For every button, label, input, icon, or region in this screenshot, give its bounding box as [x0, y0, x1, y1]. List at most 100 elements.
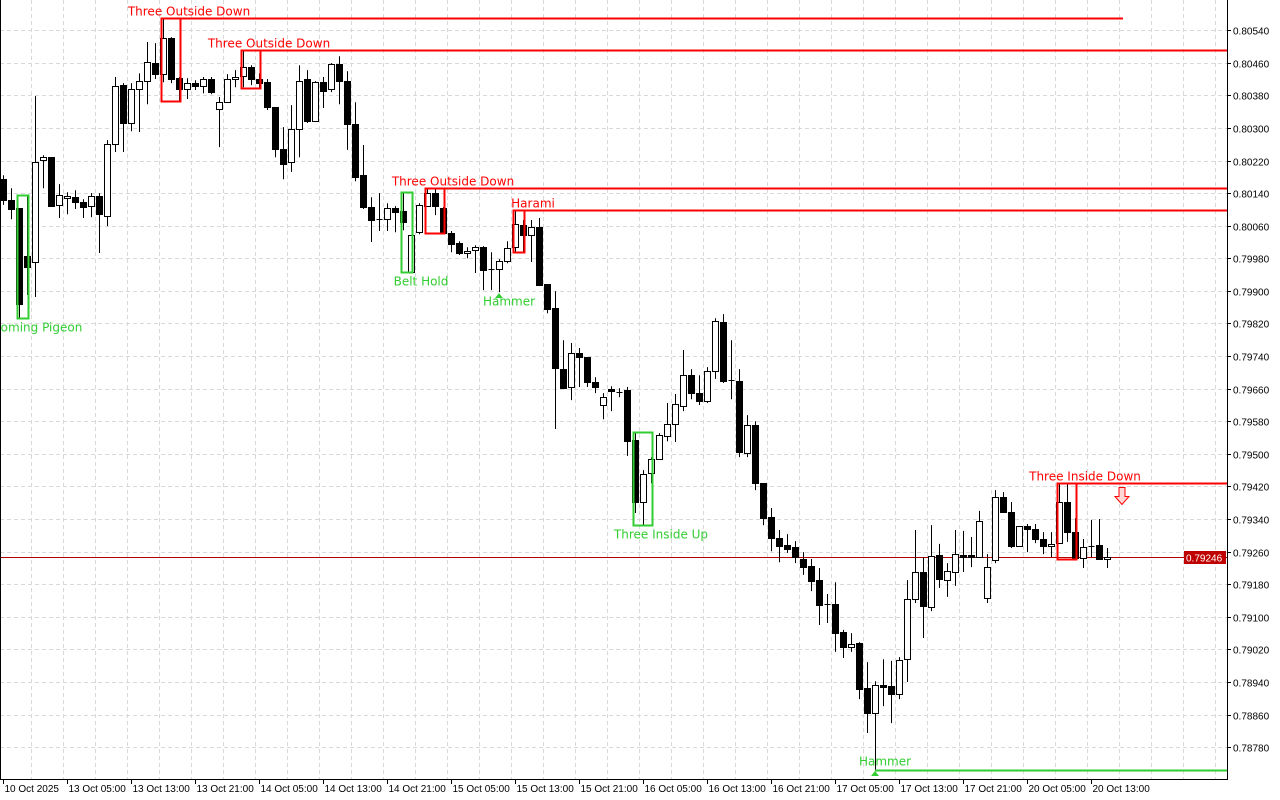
candle-bearish	[584, 357, 591, 388]
candle-body	[80, 202, 87, 208]
candle-bullish	[224, 74, 231, 103]
candle-body	[272, 107, 279, 150]
candle-body	[752, 425, 759, 484]
candle-body	[472, 247, 479, 251]
candle-body	[784, 545, 791, 550]
time-axis[interactable]: 10 Oct 2025 13 Oct 05:00 13 Oct 13:00 13 Oc…	[3, 779, 1151, 795]
candle-bearish	[368, 197, 375, 243]
price-tick-label: 0.78860	[1233, 712, 1270, 723]
candle-body	[736, 381, 743, 453]
candle-bullish	[672, 393, 679, 443]
candle-bullish	[944, 563, 951, 597]
candle-bearish	[96, 193, 103, 254]
pattern-three-inside-down: Three Inside Down	[1028, 470, 1227, 561]
candle-bearish	[360, 145, 367, 210]
candle-body	[640, 474, 647, 503]
candle-bearish	[792, 541, 799, 564]
candle-bearish	[480, 246, 487, 291]
pattern-hammer: Hammer	[483, 293, 535, 309]
candle-body	[1064, 502, 1071, 533]
candle-body	[528, 227, 535, 236]
candle-body	[200, 79, 207, 87]
candle-bearish	[320, 77, 327, 108]
candle-body	[136, 81, 143, 90]
candle-bullish	[1080, 539, 1087, 568]
candle-body	[1024, 526, 1031, 530]
candle-bearish	[880, 659, 887, 707]
price-tick-label: 0.79740	[1233, 353, 1270, 364]
candle-bearish	[720, 314, 727, 383]
candle-body	[360, 175, 367, 208]
candle-bearish	[264, 79, 271, 111]
candle-body	[224, 79, 231, 103]
candle-body	[368, 207, 375, 221]
candle-bullish	[744, 415, 751, 458]
candle-bearish	[760, 483, 767, 526]
sell-arrow-down-icon	[1113, 487, 1131, 506]
candle-bullish	[952, 530, 959, 586]
candle-body	[1104, 557, 1111, 560]
time-tick-label: 13 Oct 21:00	[197, 784, 255, 795]
candle-bullish	[288, 105, 295, 172]
plot-area[interactable]: Homing Pigeon Three Outside Down Three Out…	[0, 5, 1227, 777]
candle-body	[664, 424, 671, 437]
pattern-homing-pigeon: Homing Pigeon	[0, 194, 82, 335]
candle-body	[936, 555, 943, 580]
candle-bullish	[464, 247, 471, 259]
candle-bearish	[544, 283, 551, 314]
candle-bullish	[384, 203, 391, 232]
candle-bearish	[920, 556, 927, 639]
candle-body	[904, 599, 911, 660]
candle-bullish	[136, 73, 143, 133]
current-price-label-text: 0.79246	[1186, 554, 1223, 565]
price-axis[interactable]: 0.80540 0.80460 0.80380 0.80300 0.80220 0.801…	[1227, 27, 1270, 755]
candle-bearish	[48, 157, 55, 207]
candle-body	[312, 82, 319, 122]
candle-bullish	[328, 63, 335, 93]
price-tick-label: 0.80140	[1233, 190, 1270, 201]
candle-body	[264, 82, 271, 108]
pattern-label: Three Inside Up	[613, 528, 708, 542]
price-tick-label: 0.79340	[1233, 516, 1270, 527]
candle-body	[1080, 547, 1087, 559]
candle-bearish	[120, 83, 127, 152]
candle-body	[816, 580, 823, 606]
candle-bearish	[536, 217, 543, 286]
grid	[0, 0, 1227, 779]
candle-bullish	[992, 490, 999, 564]
candle-bearish	[432, 188, 439, 216]
price-tick-label: 0.80460	[1233, 60, 1270, 71]
price-tick-label: 0.79500	[1233, 451, 1270, 462]
candle-bearish	[0, 175, 7, 205]
candle-body	[960, 555, 967, 558]
pattern-three-outside-down: Three Outside Down	[391, 175, 1227, 235]
candle-body	[696, 393, 703, 402]
pattern-label: Three Outside Down	[391, 175, 514, 189]
candle-bearish	[776, 530, 783, 563]
candle-bullish	[600, 393, 607, 420]
time-tick-label: 15 Oct 21:00	[581, 784, 639, 795]
pattern-hammer: Hammer	[859, 755, 1227, 777]
candle-bearish	[1088, 519, 1095, 557]
time-tick-label: 17 Oct 21:00	[965, 784, 1023, 795]
candle-body	[304, 79, 311, 122]
price-tick-label: 0.80380	[1233, 92, 1270, 103]
candle-bearish	[864, 662, 871, 733]
candle-bullish	[496, 259, 503, 293]
price-tick-label: 0.79980	[1233, 255, 1270, 266]
candle-body	[944, 571, 951, 581]
time-tick-label: 13 Oct 13:00	[133, 784, 191, 795]
candle-body	[432, 193, 439, 207]
arrow-up-icon	[495, 293, 503, 299]
candle-body	[1000, 497, 1007, 513]
price-tick-label: 0.79260	[1233, 549, 1270, 560]
candle-bearish	[1064, 483, 1071, 542]
candle-body	[32, 162, 39, 263]
candle-body	[848, 644, 855, 648]
candle-bullish	[872, 681, 879, 771]
candle-bullish	[912, 530, 919, 603]
candle-body	[280, 149, 287, 165]
candle-bearish	[208, 77, 215, 95]
